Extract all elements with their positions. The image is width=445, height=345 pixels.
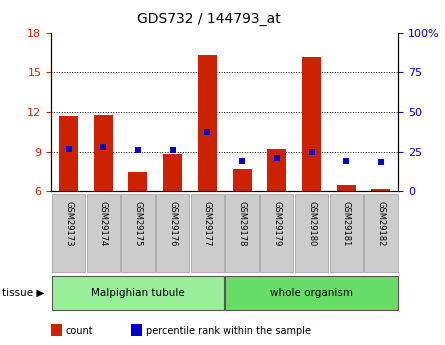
Text: count: count (65, 326, 93, 335)
Text: GSM29175: GSM29175 (134, 201, 142, 247)
Bar (330, 194, 363, 272)
Bar (59, 116, 78, 191)
Text: GSM29182: GSM29182 (376, 201, 385, 247)
Text: tissue ▶: tissue ▶ (2, 288, 44, 298)
Text: GSM29179: GSM29179 (272, 201, 281, 247)
Bar (121, 194, 154, 272)
Bar (156, 194, 189, 272)
Bar (226, 194, 259, 272)
Bar (198, 55, 217, 191)
Text: GSM29173: GSM29173 (64, 201, 73, 247)
Bar (87, 194, 120, 272)
Text: GSM29178: GSM29178 (238, 201, 247, 247)
Text: GSM29174: GSM29174 (99, 201, 108, 247)
Text: GSM29176: GSM29176 (168, 201, 177, 247)
Bar (267, 149, 286, 191)
Bar (233, 169, 251, 191)
Bar (337, 185, 356, 191)
Text: percentile rank within the sample: percentile rank within the sample (146, 326, 311, 335)
Bar (302, 57, 321, 191)
Text: GSM29181: GSM29181 (342, 201, 351, 247)
Text: GDS732 / 144793_at: GDS732 / 144793_at (137, 12, 281, 26)
Bar (226, 276, 397, 310)
Bar (260, 194, 293, 272)
Bar (191, 194, 224, 272)
Bar (52, 276, 224, 310)
Text: GSM29180: GSM29180 (307, 201, 316, 247)
Bar (372, 189, 390, 191)
Bar (364, 194, 397, 272)
Text: GSM29177: GSM29177 (203, 201, 212, 247)
Text: Malpighian tubule: Malpighian tubule (91, 288, 185, 298)
Bar (163, 155, 182, 191)
Bar (52, 194, 85, 272)
Bar (295, 194, 328, 272)
Text: whole organism: whole organism (270, 288, 353, 298)
Bar (129, 171, 147, 191)
Bar (94, 115, 113, 191)
